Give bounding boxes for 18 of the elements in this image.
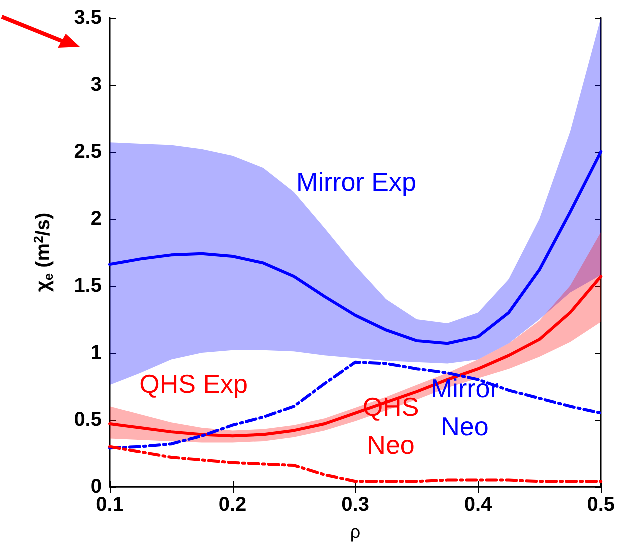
line-series <box>108 150 603 346</box>
annotation: Mirror Neo <box>431 373 500 442</box>
y-tick-label: 0.5 <box>74 409 102 431</box>
y-axis-title: χe (m2/s) <box>31 212 56 292</box>
x-tick-label: 0.2 <box>218 494 247 516</box>
y-tick-label: 2 <box>90 208 102 230</box>
line-series <box>108 275 603 438</box>
annotation: QHS Exp <box>140 368 248 399</box>
y-tick-label: 3.5 <box>74 7 102 29</box>
x-tick-label: 0.5 <box>587 494 616 516</box>
y-tick-label: 1 <box>90 342 102 364</box>
x-tick-label: 0.4 <box>464 494 494 516</box>
y-tick-label: 2.5 <box>74 141 102 163</box>
x-tick-label: 0.3 <box>342 494 370 516</box>
y-tick-label: 3 <box>90 74 102 96</box>
x-axis-title: ρ <box>350 522 361 542</box>
y-tick-label: 1.5 <box>74 275 102 297</box>
annotation: Mirror Exp <box>296 167 416 198</box>
